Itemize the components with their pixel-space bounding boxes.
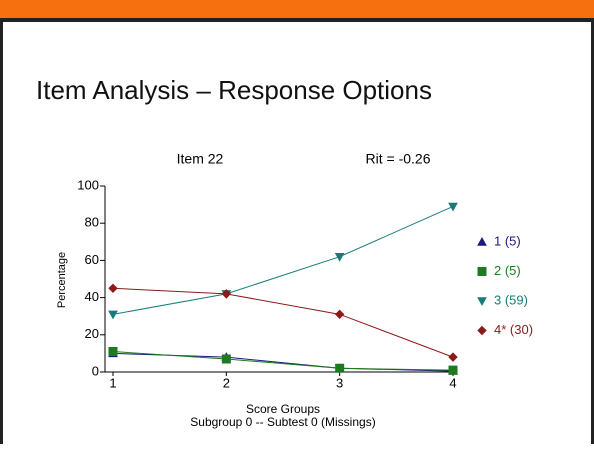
data-point — [108, 347, 118, 357]
right-border — [591, 18, 594, 444]
legend-label: 1 (5) — [494, 233, 521, 248]
legend-marker — [477, 236, 487, 246]
x-axis-label: Score Groups — [246, 402, 320, 416]
data-point — [448, 365, 458, 375]
legend-marker — [477, 267, 487, 276]
slide-title: Item Analysis – Response Options — [36, 75, 432, 105]
series-line — [112, 206, 454, 315]
y-tick-label: 40 — [85, 289, 99, 304]
x-tick-label: 4 — [449, 375, 456, 390]
series-line — [112, 287, 454, 358]
header-rule — [0, 18, 594, 22]
x-tick-label: 3 — [336, 375, 343, 390]
y-tick-label: 0 — [92, 363, 99, 378]
header-bar — [0, 0, 594, 18]
legend-marker — [477, 325, 487, 336]
y-tick-label: 60 — [85, 252, 99, 267]
data-point — [221, 354, 231, 364]
legend-label: 4* (30) — [494, 322, 533, 337]
data-point — [108, 310, 118, 320]
legend-label: 2 (5) — [494, 263, 521, 278]
chart-title: Item 22 — [177, 151, 224, 167]
data-point — [448, 202, 458, 212]
series-line — [112, 351, 454, 371]
data-point — [221, 289, 232, 299]
left-border — [0, 18, 3, 444]
data-point — [108, 283, 118, 294]
data-point — [334, 309, 345, 320]
data-point — [448, 352, 458, 362]
legend-marker — [477, 297, 487, 307]
y-axis-label: Percentage — [56, 252, 68, 308]
y-tick-label: 100 — [77, 177, 99, 192]
x-tick-label: 2 — [223, 375, 230, 390]
x-tick-label: 1 — [109, 375, 116, 390]
chart-subtitle: Rit = -0.26 — [366, 151, 431, 167]
y-tick-label: 20 — [85, 326, 99, 341]
y-tick-label: 80 — [85, 215, 99, 230]
data-point — [335, 363, 345, 373]
data-point — [334, 252, 345, 262]
caption: Subgroup 0 -- Subtest 0 (Missings) — [190, 415, 375, 429]
legend-label: 3 (59) — [494, 292, 528, 307]
series-line — [112, 352, 454, 372]
